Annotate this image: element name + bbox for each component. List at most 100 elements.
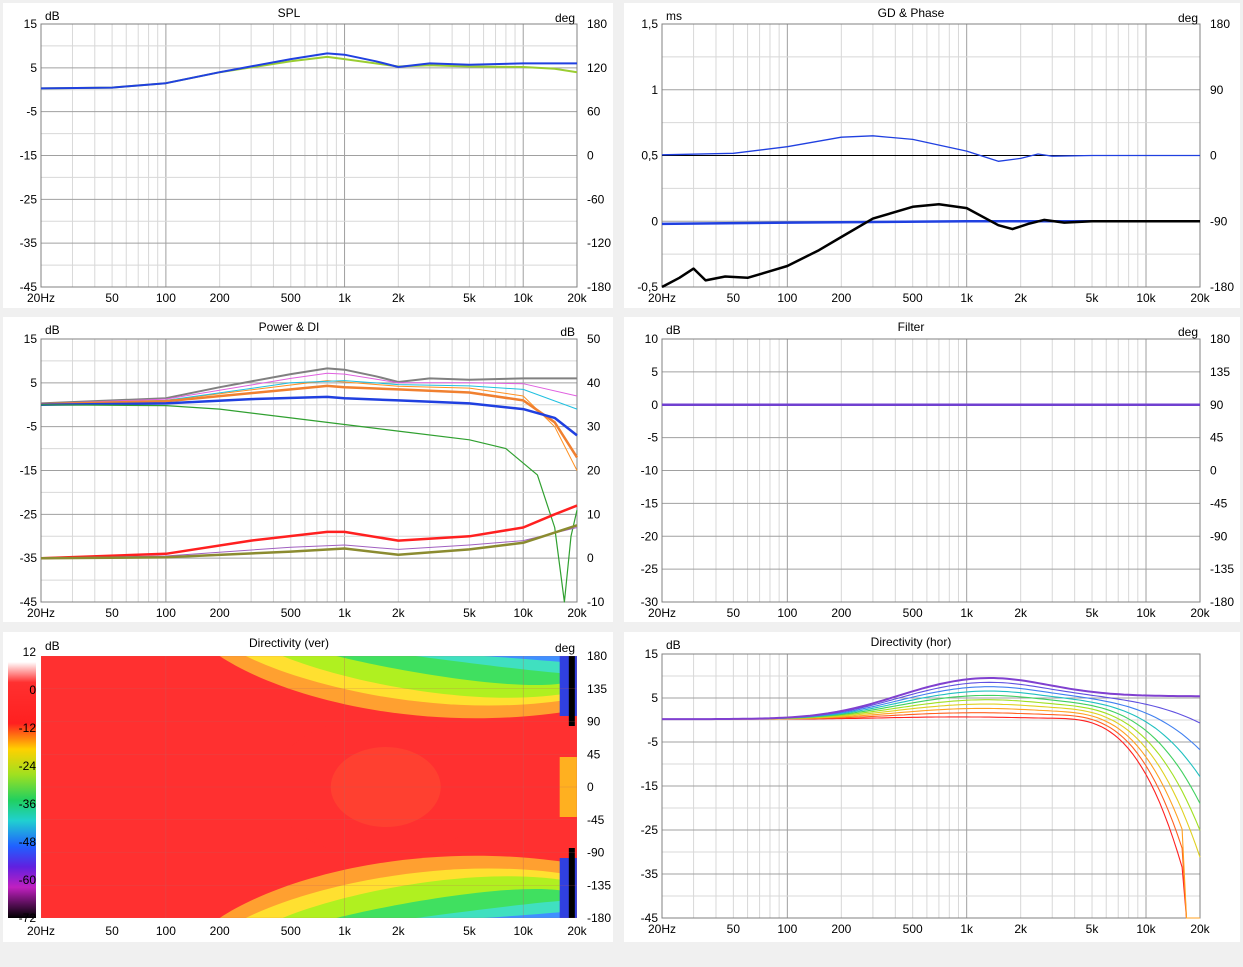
y-left-tick-label: 15 [645,647,659,661]
y-right-tick-label: -90 [1210,214,1228,228]
y-left-tick-label: -15 [20,464,38,478]
y-right-tick-label: -180 [587,280,611,294]
y-right-tick-label: 0 [587,551,594,565]
heatmap [41,656,577,918]
heatmap-null-bottom [568,848,575,918]
y-right-tick-label: -180 [587,911,611,925]
x-tick-label: 200 [210,291,230,305]
y-right-tick-label: 45 [587,747,601,761]
right-unit-label: dB [560,325,575,339]
color-scale-tick-label: -48 [19,835,37,849]
y-right-tick-label: -135 [1210,562,1234,576]
y-right-tick-label: -180 [1210,595,1234,609]
x-tick-label: 5k [463,606,477,620]
right-unit-label: deg [1178,325,1198,339]
x-tick-label: 20k [1190,606,1210,620]
y-left-tick-label: -10 [641,464,659,478]
heatmap-on-axis-band [441,737,577,837]
y-right-tick-label: 40 [587,376,601,390]
y-right-tick-label: -45 [587,813,605,827]
y-right-tick-label: 90 [587,715,601,729]
series-line-3 [40,380,578,410]
y-left-tick-label: 5 [651,365,658,379]
y-right-tick-label: 90 [1210,398,1224,412]
y-left-tick-label: -15 [641,779,659,793]
x-tick-label: 200 [210,606,230,620]
y-left-tick-label: -15 [20,149,38,163]
x-tick-label: 500 [281,606,301,620]
x-tick-label: 20Hz [648,291,676,305]
x-tick-label: 50 [105,924,119,938]
y-left-tick-label: 15 [24,17,38,31]
series-line-1 [40,372,578,405]
series-line-0 [40,367,577,405]
x-tick-label: 20k [1190,922,1210,936]
y-left-tick-label: 10 [645,332,659,346]
y-right-tick-label: 0 [587,149,594,163]
x-tick-label: 500 [281,291,301,305]
chart-title: GD & Phase [878,6,945,20]
x-tick-label: 2k [1014,291,1028,305]
y-right-tick-label: 135 [1210,365,1230,379]
color-scale-tick-label: 0 [29,683,36,697]
y-right-tick-label: -10 [587,595,605,609]
y-left-tick-label: -5 [26,105,37,119]
x-tick-label: 100 [777,291,797,305]
y-left-tick-label: -35 [20,236,38,250]
heatmap-hf-axis [559,757,577,817]
x-tick-label: 2k [1014,606,1028,620]
series-line-8 [40,527,578,559]
x-tick-label: 500 [903,922,923,936]
band-blue-top [483,656,577,665]
x-tick-label: 10k [514,924,534,938]
x-tick-label: 50 [727,606,741,620]
panel-dir_hor: Directivity (hor) dB 20Hz 50 100 200 500 1k 2k 5k… [624,632,1240,942]
y-right-tick-label: 50 [587,332,601,346]
band-cyan-bottom [415,899,577,918]
x-tick-label: 2k [392,291,406,305]
x-tick-label: 50 [727,291,741,305]
heatmap-null-top [568,656,575,726]
right-unit-label: deg [555,641,575,655]
y-left-tick-label: 1 [651,83,658,97]
x-tick-label: 20Hz [648,922,676,936]
x-tick-label: 20Hz [27,291,55,305]
y-left-tick-label: -25 [641,562,659,576]
y-left-tick-label: -45 [20,280,38,294]
y-left-tick-label: -35 [641,867,659,881]
x-tick-label: 100 [777,606,797,620]
y-right-tick-label: -135 [587,878,611,892]
x-tick-label: 10k [514,606,534,620]
y-left-tick-label: -15 [641,496,659,510]
chart-title: Directivity (ver) [249,636,329,650]
plot-border [40,23,578,288]
y-left-tick-label: -45 [20,595,38,609]
y-left-tick-label: -45 [641,911,659,925]
x-tick-label: 1k [338,606,352,620]
x-tick-label: 2k [392,606,406,620]
x-tick-label: 100 [777,922,797,936]
band-cyan-top [415,656,577,675]
y-left-tick-label: 15 [24,332,38,346]
series-line-9 [40,524,578,560]
x-tick-label: 5k [1086,606,1100,620]
y-left-tick-label: 0,5 [641,149,658,163]
left-unit-label: dB [45,639,60,653]
y-right-tick-label: 0 [587,780,594,794]
x-tick-label: 1k [960,291,974,305]
y-left-tick-label: 0 [651,398,658,412]
y-right-tick-label: 45 [1210,431,1224,445]
y-left-tick-label: -20 [641,529,659,543]
y-right-tick-label: 180 [1210,332,1230,346]
x-tick-label: 20Hz [27,606,55,620]
color-scale-tick-label: -60 [19,873,37,887]
y-right-tick-label: -90 [587,846,605,860]
color-scale-tick-label: 12 [23,645,37,659]
x-tick-label: 10k [514,291,534,305]
x-tick-label: 5k [463,291,477,305]
y-left-tick-label: -25 [20,507,38,521]
x-tick-label: 2k [1014,922,1028,936]
y-right-tick-label: 180 [587,17,607,31]
